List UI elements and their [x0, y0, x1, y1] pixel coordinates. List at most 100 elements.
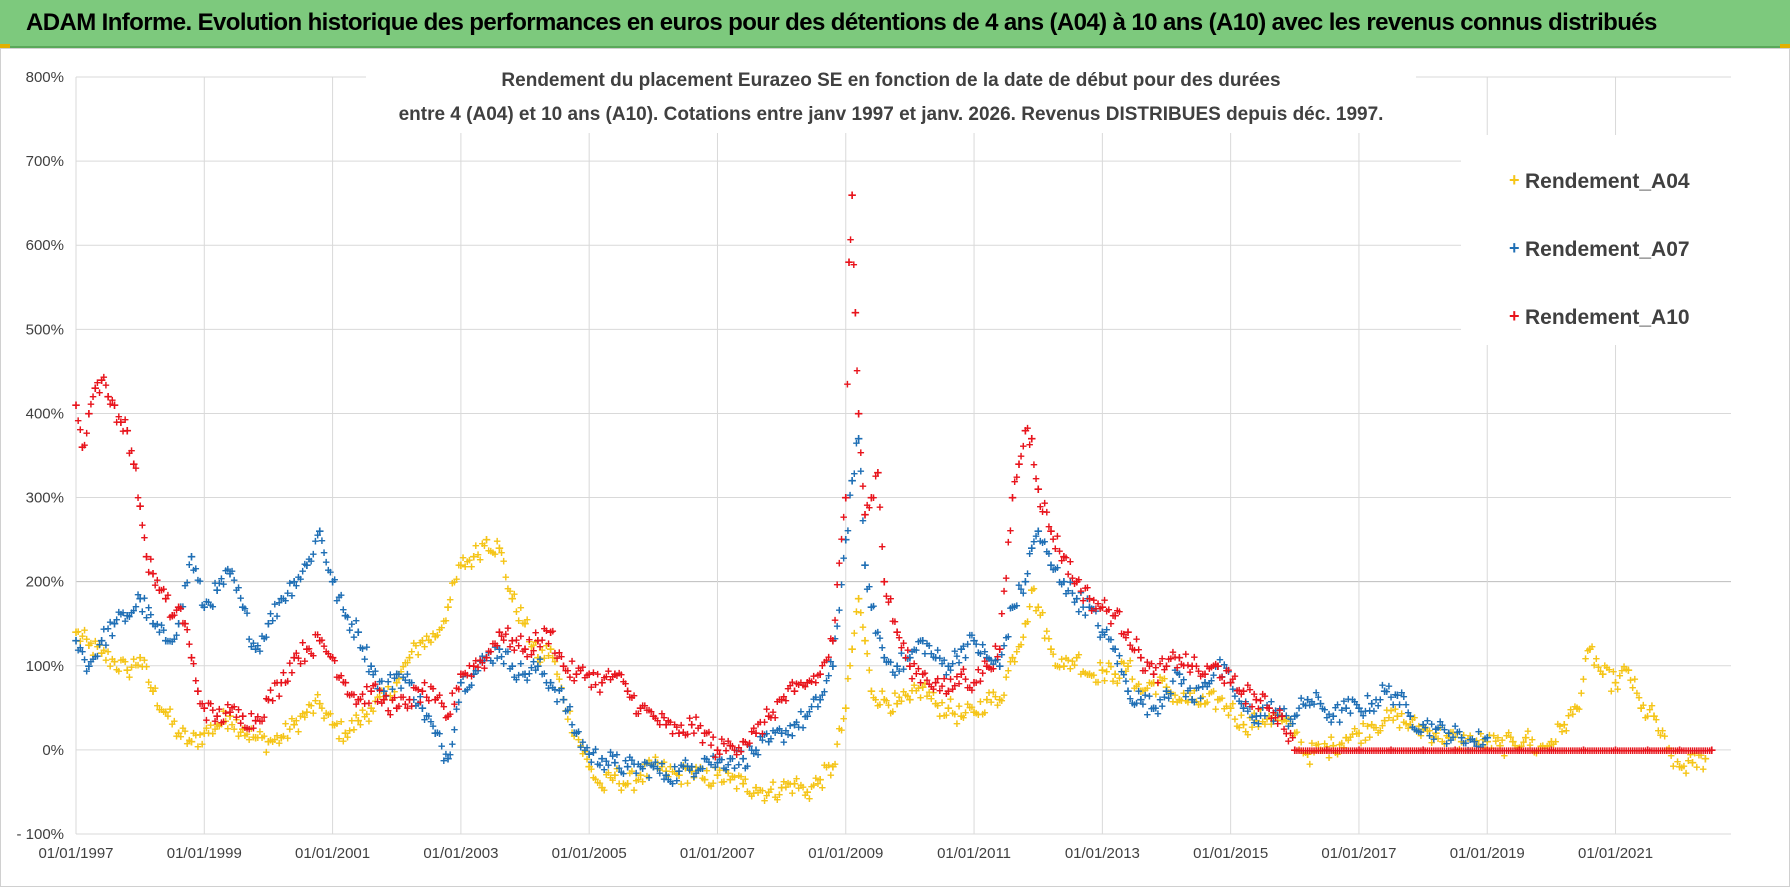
data-point-dense: + — [1492, 734, 1500, 749]
data-point: + — [380, 691, 389, 708]
data-point-dense: + — [1045, 519, 1053, 534]
data-point-dense: + — [224, 562, 232, 577]
data-point: + — [1111, 666, 1120, 683]
data-point-dense: + — [1695, 743, 1703, 758]
data-point-dense: + — [1353, 726, 1361, 741]
data-point-dense: + — [235, 580, 243, 595]
data-point-dense: + — [1565, 743, 1573, 758]
data-point-dense: + — [617, 764, 625, 779]
data-point-dense: + — [902, 650, 910, 665]
data-point-dense: + — [102, 377, 110, 392]
data-point-dense: + — [1374, 725, 1382, 740]
data-point-dense: + — [1272, 703, 1280, 718]
data-point-dense: + — [1633, 685, 1641, 700]
data-point-dense: + — [955, 655, 963, 670]
data-point-dense: + — [1413, 723, 1421, 738]
data-point-dense: + — [1133, 679, 1141, 694]
data-point-dense: + — [1315, 737, 1323, 752]
data-point-dense: + — [720, 736, 728, 751]
data-point: + — [726, 750, 735, 767]
data-point-dense: + — [1165, 685, 1173, 700]
data-point-dense: + — [660, 710, 668, 725]
data-point-dense: + — [673, 766, 681, 781]
data-point-dense: + — [795, 720, 803, 735]
data-point: + — [983, 691, 992, 708]
data-point-dense: + — [789, 675, 797, 690]
data-point-dense: + — [1424, 713, 1432, 728]
data-point-dense: + — [1246, 682, 1254, 697]
data-point-dense: + — [694, 763, 702, 778]
data-point-dense: + — [628, 763, 636, 778]
data-point: + — [187, 733, 196, 750]
data-point: + — [1162, 658, 1171, 675]
data-point-dense: + — [1308, 743, 1316, 758]
data-point-dense: + — [196, 727, 204, 742]
data-point-dense: + — [588, 762, 596, 777]
data-point-dense: + — [1678, 743, 1686, 758]
data-point-dense: + — [564, 712, 572, 727]
data-point: + — [290, 574, 299, 591]
data-point-dense: + — [1229, 672, 1237, 687]
data-point-dense: + — [992, 653, 1000, 668]
data-point-dense: + — [151, 681, 159, 696]
data-point-dense: + — [218, 715, 226, 730]
data-point-dense: + — [1518, 738, 1526, 753]
data-point-dense: + — [1287, 725, 1295, 740]
data-point-dense: + — [134, 657, 142, 672]
data-point-dense: + — [859, 478, 867, 493]
data-point-dense: + — [951, 706, 959, 721]
data-point: + — [482, 532, 491, 549]
data-point-dense: + — [1103, 604, 1111, 619]
data-point-dense: + — [104, 621, 112, 636]
data-point-dense: + — [1148, 676, 1156, 691]
data-point-dense: + — [1622, 662, 1630, 677]
data-point-dense: + — [1475, 736, 1483, 751]
data-point-dense: + — [391, 671, 399, 686]
data-point-dense: + — [1398, 743, 1406, 758]
data-point-dense: + — [1468, 743, 1476, 758]
data-point-dense: + — [1039, 535, 1047, 550]
data-point-dense: + — [1479, 743, 1487, 758]
data-point-dense: + — [94, 375, 102, 390]
data-point-dense: + — [1064, 653, 1072, 668]
data-point-dense: + — [1545, 738, 1553, 753]
data-point-dense: + — [934, 671, 942, 686]
data-point-dense: + — [1295, 742, 1303, 757]
data-point-dense: + — [1261, 717, 1269, 732]
data-point-dense: + — [1454, 725, 1462, 740]
data-point-dense: + — [1430, 732, 1438, 747]
data-point-dense: + — [818, 688, 826, 703]
data-point-dense: + — [1285, 718, 1293, 733]
data-point-dense: + — [1186, 685, 1194, 700]
data-point-dense: + — [962, 650, 970, 665]
data-point-dense: + — [1554, 743, 1562, 758]
data-point-dense: + — [455, 682, 463, 697]
data-point-dense: + — [310, 546, 318, 561]
data-point-dense: + — [1297, 691, 1305, 706]
data-point: + — [161, 704, 170, 721]
data-point: + — [1265, 700, 1274, 717]
data-point: + — [187, 649, 196, 666]
data-point-dense: + — [981, 653, 989, 668]
data-point-dense: + — [284, 730, 292, 745]
data-point-dense: + — [1143, 707, 1151, 722]
data-point: + — [1098, 599, 1107, 616]
data-point-dense: + — [1238, 708, 1246, 723]
data-point-dense: + — [314, 687, 322, 702]
data-point-dense: + — [667, 759, 675, 774]
data-point-dense: + — [237, 590, 245, 605]
data-point-dense: + — [1642, 743, 1650, 758]
data-point-dense: + — [1056, 660, 1064, 675]
data-point-dense: + — [846, 488, 854, 503]
data-point-dense: + — [478, 536, 486, 551]
data-point: + — [970, 633, 979, 650]
data-point-dense: + — [1473, 743, 1481, 758]
data-point-dense: + — [741, 771, 749, 786]
data-point-dense: + — [966, 700, 974, 715]
data-point-dense: + — [263, 691, 271, 706]
data-point: + — [1483, 742, 1492, 759]
data-point-dense: + — [1471, 743, 1479, 758]
data-point-dense: + — [301, 557, 309, 572]
data-point-dense: + — [498, 649, 506, 664]
data-point-dense: + — [500, 633, 508, 648]
